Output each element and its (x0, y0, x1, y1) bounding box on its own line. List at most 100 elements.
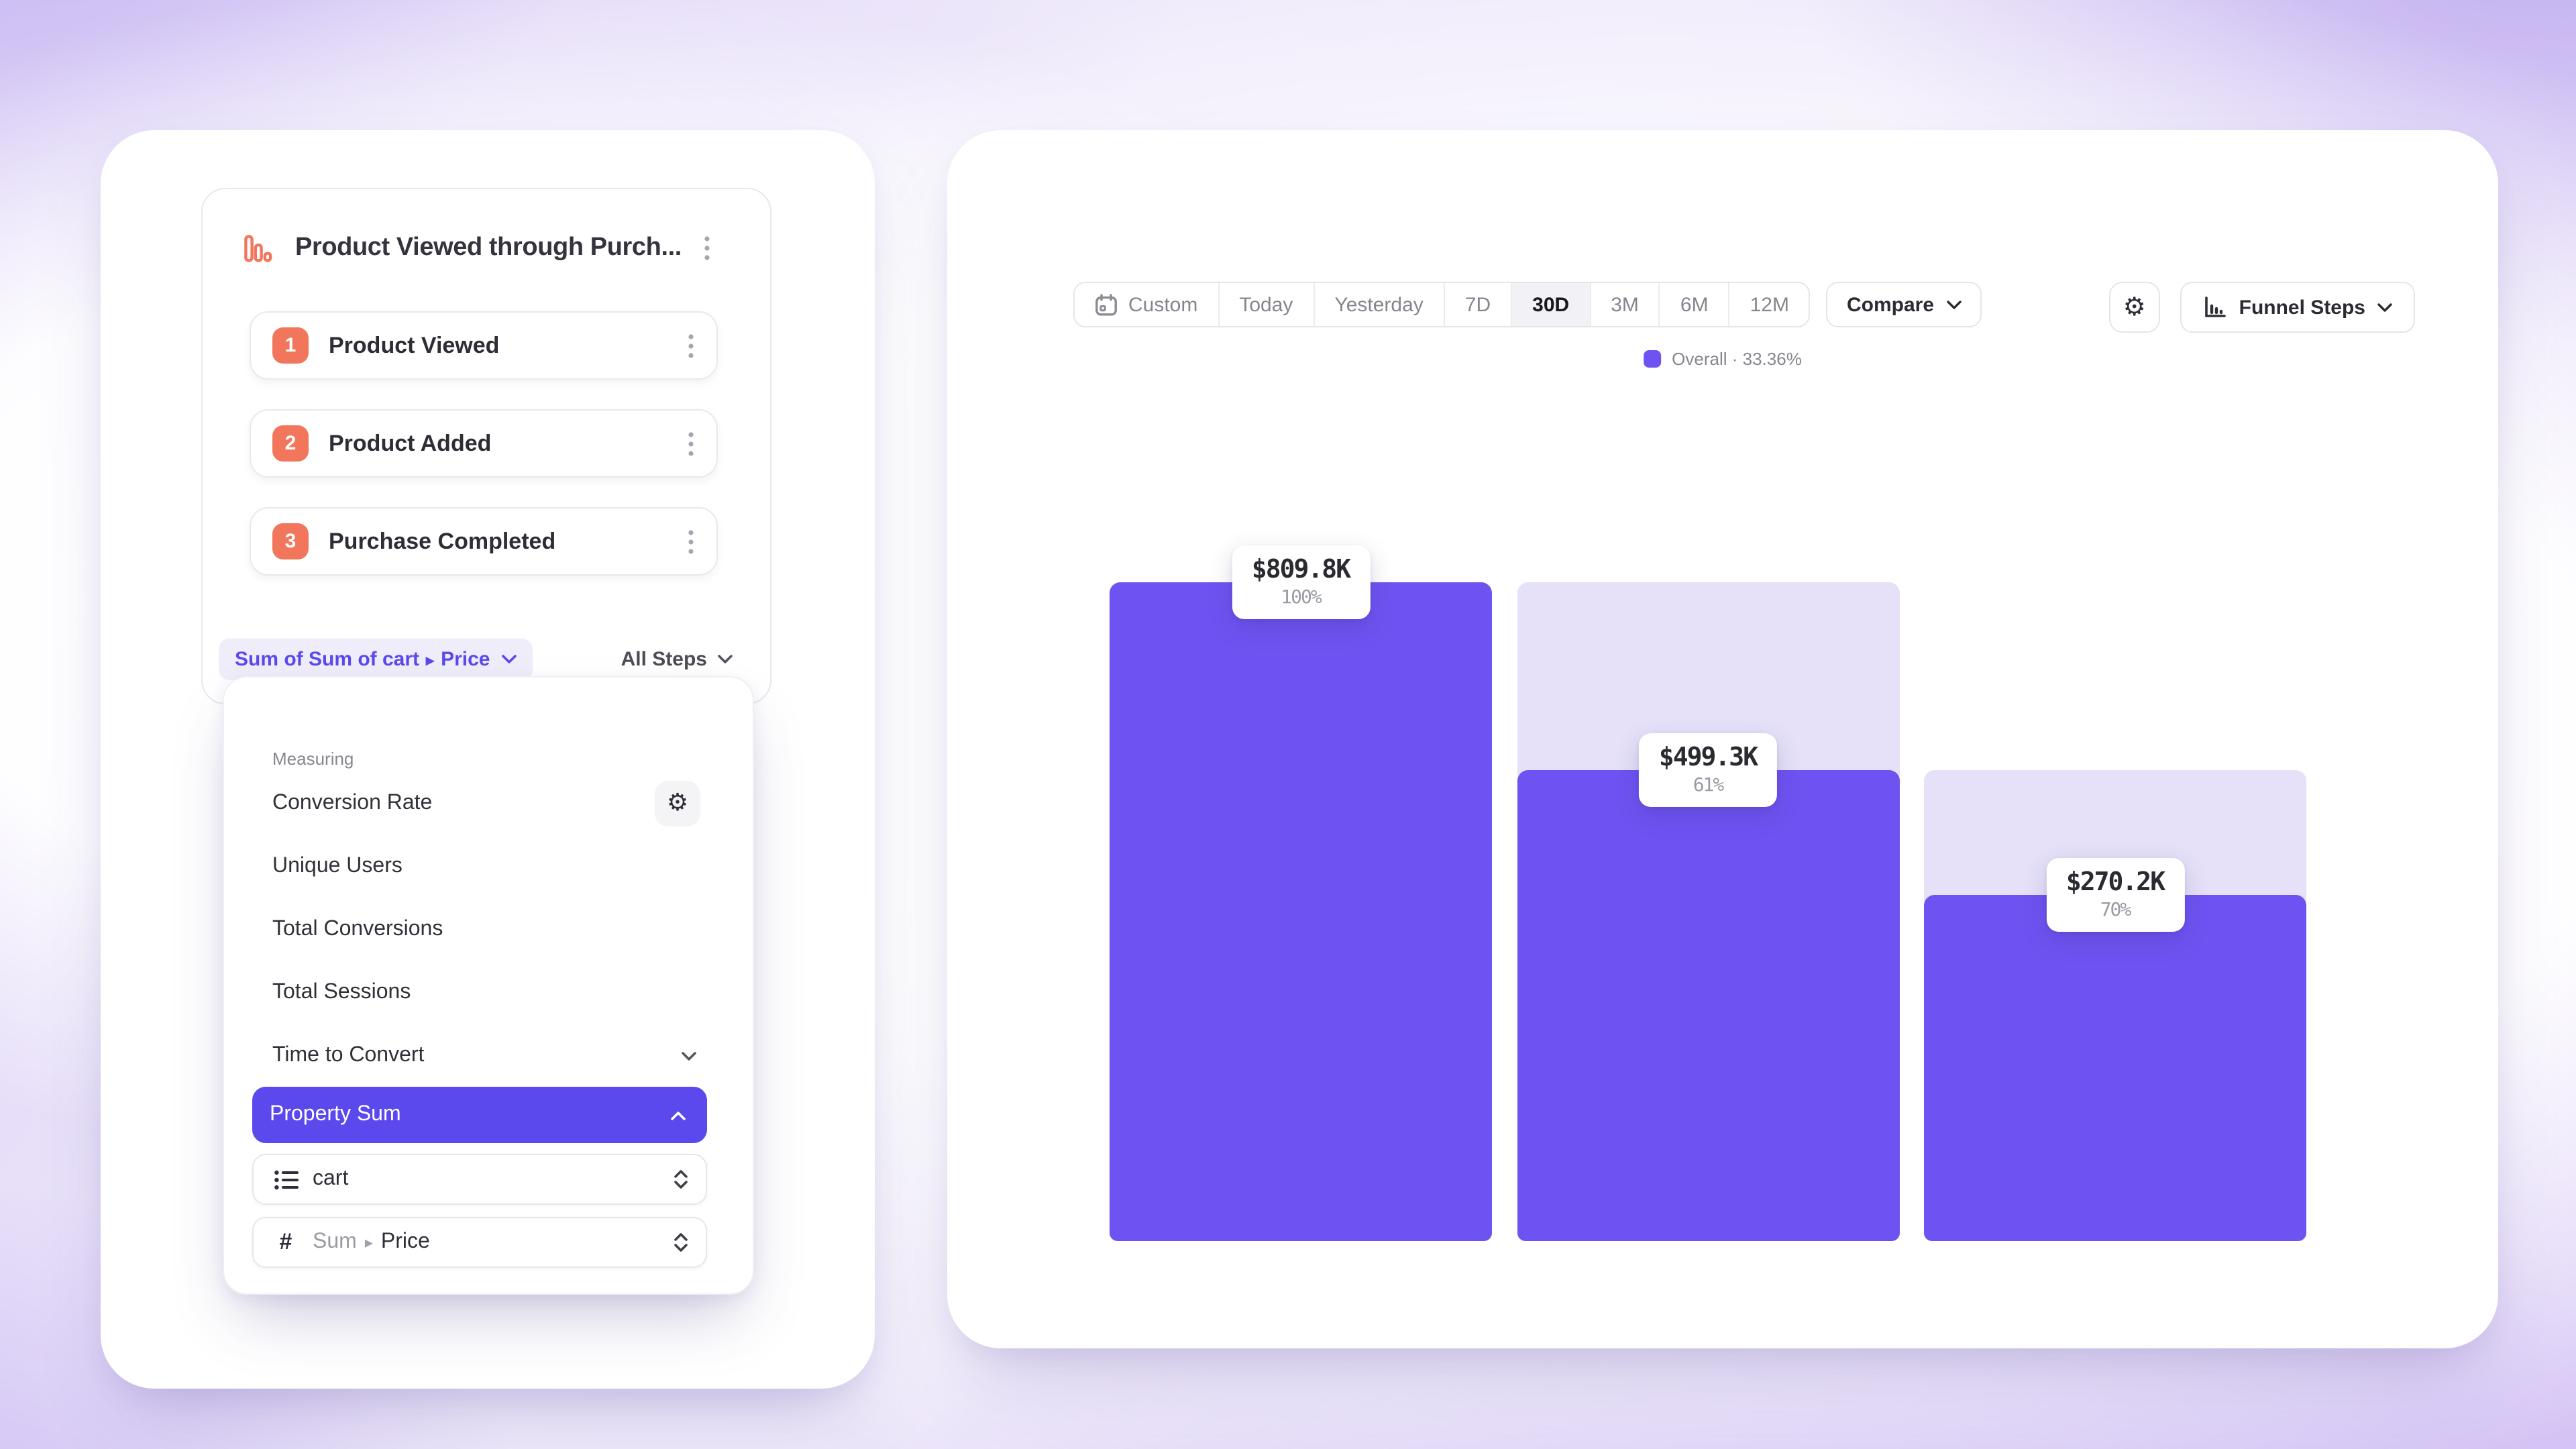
menu-item-label: Conversion Rate (272, 791, 433, 814)
chart-type-dropdown[interactable]: Funnel Steps (2180, 282, 2415, 333)
aggregation-prefix: Sum (313, 1230, 357, 1253)
measurement-property: Price (441, 648, 490, 671)
date-range-label: Yesterday (1334, 293, 1424, 316)
date-range-label: Today (1239, 293, 1293, 316)
funnel-steps-list: 1 Product Viewed 2 Product Added 3 Purchase C… (250, 311, 718, 605)
menu-item-label: Unique Users (272, 854, 402, 877)
measuring-dropdown-panel: Measuring Conversion Rate ⚙ Unique Users To… (223, 676, 754, 1295)
property-select[interactable]: cart (252, 1154, 707, 1205)
hash-icon: # (279, 1229, 292, 1254)
funnel-bar-value-label: $499.3K 61% (1638, 733, 1778, 807)
date-range-3m[interactable]: 3M (1591, 283, 1660, 326)
select-stepper-icon (674, 1169, 688, 1190)
funnel-chart: $809.8K 100% $499.3K 61% $270.2K 70% (1110, 545, 2306, 1241)
date-range-30d[interactable]: 30D (1512, 283, 1591, 326)
measurement-dropdown[interactable]: Sum of Sum of cart ▸ Price (219, 639, 533, 680)
menu-section-label: Measuring (272, 749, 354, 769)
bar-value-text: $809.8K (1251, 555, 1351, 584)
step-label: Product Added (329, 430, 492, 455)
calendar-icon (1095, 293, 1118, 316)
menu-item-total-sessions[interactable]: Total Sessions (224, 961, 753, 1024)
step-kebab-menu-icon[interactable] (688, 333, 694, 358)
funnel-bar-fill (1517, 769, 1899, 1241)
chevron-down-icon (1946, 300, 1961, 309)
date-range-label: 7D (1464, 293, 1491, 316)
step-number-badge: 3 (272, 523, 309, 559)
metric-settings-button[interactable]: ⚙ (655, 780, 700, 826)
date-range-label: 30D (1532, 293, 1570, 316)
funnel-bar-3[interactable]: $270.2K 70% (1924, 582, 2306, 1241)
bar-value-text: $499.3K (1658, 742, 1758, 772)
gear-icon: ⚙ (2123, 292, 2146, 321)
chart-type-label: Funnel Steps (2239, 296, 2365, 319)
chart-card: Custom Today Yesterday 7D 30D 3M 6M 12M Compare… (947, 130, 2498, 1348)
chart-settings-button[interactable]: ⚙ (2108, 282, 2160, 333)
legend-swatch (1644, 350, 1662, 368)
step-label: Product Viewed (329, 332, 500, 358)
measuring-menu-list: Conversion Rate ⚙ Unique Users Total Conver… (224, 771, 753, 1143)
steps-scope-dropdown[interactable]: All Steps (621, 648, 733, 671)
funnel-bar-fill (1110, 582, 1492, 1241)
funnel-bar-value-label: $270.2K 70% (2045, 858, 2185, 932)
chevron-down-icon (2377, 303, 2392, 311)
builder-header: Product Viewed through Purch... (203, 224, 770, 272)
menu-item-total-conversions[interactable]: Total Conversions (224, 898, 753, 961)
report-kebab-menu-icon[interactable] (704, 236, 710, 260)
funnel-step-row-purchase-completed[interactable]: 3 Purchase Completed (250, 507, 718, 576)
funnel-bar-2[interactable]: $499.3K 61% (1517, 582, 1899, 1241)
date-range-12m[interactable]: 12M (1729, 283, 1809, 326)
funnel-step-row-product-added[interactable]: 2 Product Added (250, 409, 718, 478)
funnel-chart-icon (244, 234, 272, 262)
aggregation-property: Price (380, 1230, 430, 1253)
bar-chart-icon (2204, 296, 2226, 317)
funnel-bar-1[interactable]: $809.8K 100% (1110, 545, 1492, 1241)
bar-percent-text: 100% (1281, 587, 1322, 608)
menu-item-unique-users[interactable]: Unique Users (224, 835, 753, 898)
menu-item-property-sum[interactable]: Property Sum (252, 1087, 707, 1143)
step-kebab-menu-icon[interactable] (688, 529, 694, 553)
report-title: Product Viewed through Purch... (295, 233, 682, 262)
funnel-bar-fill (1924, 895, 2306, 1241)
chevron-down-icon (682, 1043, 696, 1067)
list-icon (272, 1168, 299, 1191)
steps-scope-label: All Steps (621, 648, 707, 671)
menu-item-label: Time to Convert (272, 1043, 425, 1066)
chevron-down-icon (502, 655, 517, 663)
compare-dropdown[interactable]: Compare (1826, 282, 1982, 327)
step-number-badge: 1 (272, 327, 309, 364)
query-builder-panel: Product Viewed through Purch... 1 Product… (201, 188, 771, 704)
aggregation-select[interactable]: # Sum ▸ Price (252, 1217, 707, 1268)
caret-right-icon: ▸ (364, 1233, 373, 1252)
menu-item-label: Property Sum (270, 1103, 401, 1126)
chart-toolbar: Custom Today Yesterday 7D 30D 3M 6M 12M Compare… (947, 282, 2498, 333)
date-range-6m[interactable]: 6M (1660, 283, 1730, 326)
builder-footer: Sum of Sum of cart ▸ Price All Steps (219, 639, 757, 680)
property-select-value: cart (313, 1167, 349, 1190)
chart-legend: Overall · 33.36% (1644, 349, 1802, 369)
bar-value-text: $270.2K (2065, 867, 2165, 898)
chevron-down-icon (718, 655, 733, 663)
gear-icon: ⚙ (666, 788, 689, 816)
date-range-yesterday[interactable]: Yesterday (1314, 283, 1445, 326)
date-range-label: 3M (1611, 293, 1639, 316)
measurement-label: Sum of Sum of cart (235, 648, 420, 671)
compare-label: Compare (1846, 293, 1935, 316)
date-range-control: Custom Today Yesterday 7D 30D 3M 6M 12M (1073, 282, 1811, 327)
aggregation-select-value: Sum ▸ Price (313, 1230, 430, 1254)
bar-percent-text: 61% (1693, 774, 1725, 796)
funnel-bar-value-label: $809.8K 100% (1231, 545, 1371, 619)
chevron-up-icon (671, 1103, 686, 1127)
menu-item-label: Total Sessions (272, 980, 411, 1003)
step-kebab-menu-icon[interactable] (688, 431, 694, 455)
menu-item-label: Total Conversions (272, 917, 443, 940)
date-range-7d[interactable]: 7D (1444, 283, 1513, 326)
caret-right-icon: ▸ (426, 650, 435, 669)
toolbar-right-group: ⚙ Funnel Steps (2108, 282, 2415, 333)
date-range-custom[interactable]: Custom (1075, 283, 1220, 326)
bar-percent-text: 70% (2100, 900, 2132, 922)
menu-item-conversion-rate[interactable]: Conversion Rate ⚙ (224, 771, 753, 835)
menu-item-time-to-convert[interactable]: Time to Convert (224, 1024, 753, 1087)
funnel-step-row-product-viewed[interactable]: 1 Product Viewed (250, 311, 718, 380)
date-range-today[interactable]: Today (1219, 283, 1315, 326)
